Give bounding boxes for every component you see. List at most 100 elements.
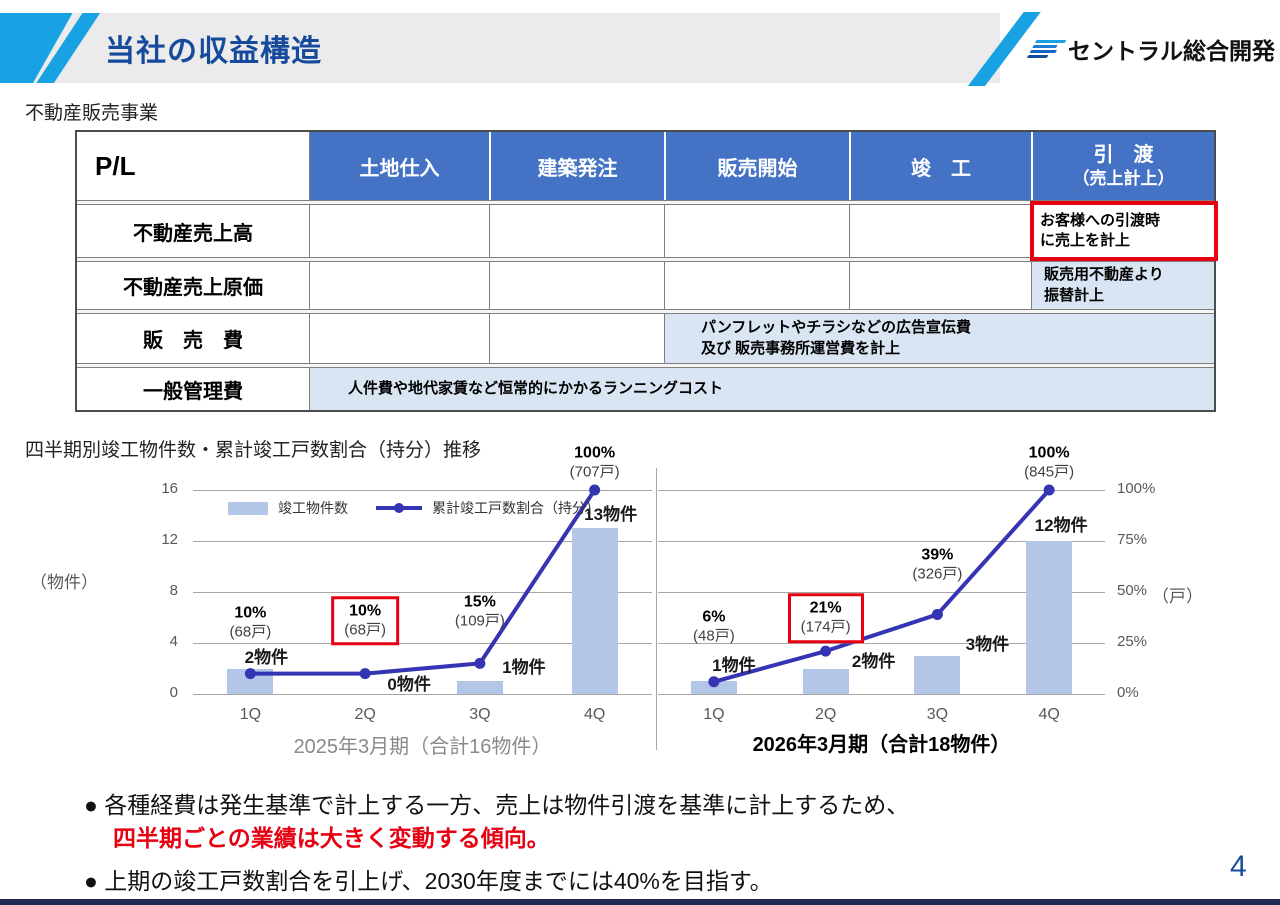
line-point bbox=[244, 668, 256, 680]
empty-cell bbox=[849, 205, 1031, 257]
line-point bbox=[589, 484, 601, 496]
left-axis-tick: 4 bbox=[169, 633, 178, 650]
gridline bbox=[193, 541, 652, 542]
line-point bbox=[474, 657, 486, 669]
table-corner-cell: P/L bbox=[77, 132, 309, 200]
empty-cell bbox=[309, 314, 489, 363]
col-header-handover: 引 渡 （売上計上） bbox=[1031, 132, 1214, 200]
legend-bar-swatch-icon bbox=[228, 501, 268, 515]
pct-units: (48戸) bbox=[693, 627, 735, 644]
pct-label-highlighted: 10% (68戸) bbox=[331, 595, 399, 646]
bar-count-label: 2物件 bbox=[851, 651, 896, 671]
bar-1Q bbox=[690, 681, 737, 694]
selling-expenses-note: パンフレットやチラシなどの広告宣伝費 及び 販売事務所運営費を計上 bbox=[701, 319, 972, 357]
x-tick-4Q: 4Q bbox=[583, 706, 606, 723]
empty-cell bbox=[664, 262, 849, 309]
bar-count-label: 12物件 bbox=[1034, 516, 1088, 535]
pct-value: 100% bbox=[1028, 444, 1070, 462]
page-number: 4 bbox=[1230, 850, 1247, 883]
table-divider bbox=[77, 257, 1214, 262]
left-axis-tick: 16 bbox=[161, 480, 178, 497]
gridline bbox=[658, 643, 1105, 644]
cost-note-cell: 販売用不動産より 振替計上 bbox=[1031, 262, 1214, 309]
chart-legend: 竣工物件数 累計竣工戸数割合（持分） bbox=[228, 498, 600, 518]
left-axis-unit: （物件） bbox=[30, 573, 98, 592]
quarterly-completion-chart: 16 100% 12 75% 8 50% 4 25% 0 0% 1Q 2物件 10% (68戸) 2Q 0物… bbox=[0, 444, 1280, 770]
row-label-ga-expenses: 一般管理費 bbox=[77, 368, 309, 410]
business-segment-label: 不動産販売事業 bbox=[25, 103, 159, 124]
x-tick-3Q: 3Q bbox=[926, 706, 949, 723]
x-tick-1Q: 1Q bbox=[239, 706, 262, 723]
bar-count-label: 0物件 bbox=[387, 675, 431, 694]
right-axis-tick: 100% bbox=[1117, 480, 1156, 497]
row-label-revenue: 不動産売上高 bbox=[77, 205, 309, 257]
empty-cell bbox=[489, 205, 664, 257]
left-axis-tick: 12 bbox=[161, 531, 178, 548]
legend-line-label: 累計竣工戸数割合（持分） bbox=[432, 500, 600, 516]
pl-phase-table: P/L 土地仕入 建築発注 販売開始 竣 工 引 渡 （売上計上） 不動産売上高… bbox=[75, 130, 1218, 412]
line-point bbox=[820, 645, 832, 657]
line-point bbox=[708, 676, 720, 688]
pct-value: 100% bbox=[574, 444, 616, 462]
col-header-sales-start: 販売開始 bbox=[664, 132, 849, 200]
row-label-cost: 不動産売上原価 bbox=[77, 262, 309, 309]
empty-cell bbox=[309, 205, 489, 257]
col-header-construction: 建築発注 bbox=[489, 132, 664, 200]
pct-label: 100% (707戸) bbox=[570, 443, 620, 482]
right-axis-unit: （戸） bbox=[1152, 587, 1203, 606]
gridline bbox=[193, 592, 652, 593]
table-divider bbox=[77, 309, 1214, 314]
pct-label-highlighted: 21% (174戸) bbox=[787, 593, 864, 644]
chart-label-layer: 1Q 2物件 10% (68戸) 2Q 0物件 10% (68戸) 3Q 1物件 15% (109戸)… bbox=[0, 444, 1280, 770]
left-axis-tick: 8 bbox=[169, 582, 178, 599]
bar-count-label: 1物件 bbox=[712, 656, 756, 676]
logo-box bbox=[1000, 13, 1280, 84]
row-label-selling-expenses: 販 売 費 bbox=[77, 314, 309, 363]
line-point bbox=[359, 668, 371, 680]
bullet-2: ● 上期の竣工戸数割合を引上げ、2030年度までには40%を目指す。 bbox=[84, 868, 773, 894]
legend-line-swatch-icon bbox=[376, 503, 422, 513]
col-header-handover-line2: （売上計上） bbox=[1072, 168, 1175, 188]
left-axis-tick: 0 bbox=[169, 684, 178, 701]
bar-count-label: 13物件 bbox=[584, 505, 638, 525]
bar-2Q bbox=[802, 668, 849, 694]
pct-label: 100% (845戸) bbox=[1024, 443, 1074, 482]
right-axis-tick: 0% bbox=[1117, 684, 1139, 701]
pct-units: (68戸) bbox=[344, 620, 386, 638]
revenue-note: お客様への引渡時 に売上を計上 bbox=[1040, 211, 1161, 249]
cumulative-line bbox=[250, 488, 597, 676]
right-axis-tick: 50% bbox=[1117, 582, 1148, 599]
bar-count-label: 3物件 bbox=[965, 634, 1010, 654]
bullet-1-line-1: ● 各種経費は発生基準で計上する一方、売上は物件引渡を基準に計上するため、 bbox=[84, 792, 910, 818]
bar-3Q bbox=[456, 681, 503, 694]
revenue-note-highlight: お客様への引渡時 に売上を計上 bbox=[1030, 201, 1218, 261]
bullet-1-line-2-red: 四半期ごとの業績は大きく変動する傾向。 bbox=[113, 825, 550, 851]
x-tick-3Q: 3Q bbox=[469, 706, 491, 723]
bar-4Q bbox=[571, 528, 618, 694]
empty-cell bbox=[489, 314, 664, 363]
bar-4Q bbox=[1026, 541, 1073, 694]
chart-line-layer bbox=[244, 484, 1055, 688]
x-tick-2Q: 2Q bbox=[814, 706, 837, 723]
gridline bbox=[658, 490, 1105, 491]
pct-value: 6% bbox=[702, 608, 726, 625]
bar-count-label: 1物件 bbox=[502, 658, 546, 678]
pct-units: (326戸) bbox=[912, 565, 963, 583]
ga-expenses-note-cell: 人件費や地代家賃など恒常的にかかるランニングコスト bbox=[309, 368, 1214, 410]
selling-expenses-note-cell: パンフレットやチラシなどの広告宣伝費 及び 販売事務所運営費を計上 bbox=[664, 314, 1214, 363]
table-divider bbox=[77, 363, 1214, 368]
gridline bbox=[193, 490, 652, 491]
x-tick-2Q: 2Q bbox=[354, 706, 376, 723]
cost-note: 販売用不動産より 振替計上 bbox=[1044, 266, 1164, 304]
ga-expenses-note: 人件費や地代家賃など恒常的にかかるランニングコスト bbox=[348, 379, 724, 397]
empty-cell bbox=[309, 262, 489, 309]
pct-value: 10% bbox=[234, 603, 267, 621]
page-title: 当社の収益構造 bbox=[105, 35, 322, 68]
panel-divider bbox=[656, 468, 657, 750]
col-header-handover-line1: 引 渡 bbox=[1093, 143, 1154, 166]
gridline bbox=[658, 694, 1105, 695]
pct-label: 10% (68戸) bbox=[230, 603, 272, 642]
gridline bbox=[658, 592, 1105, 593]
pct-value: 39% bbox=[921, 546, 954, 564]
